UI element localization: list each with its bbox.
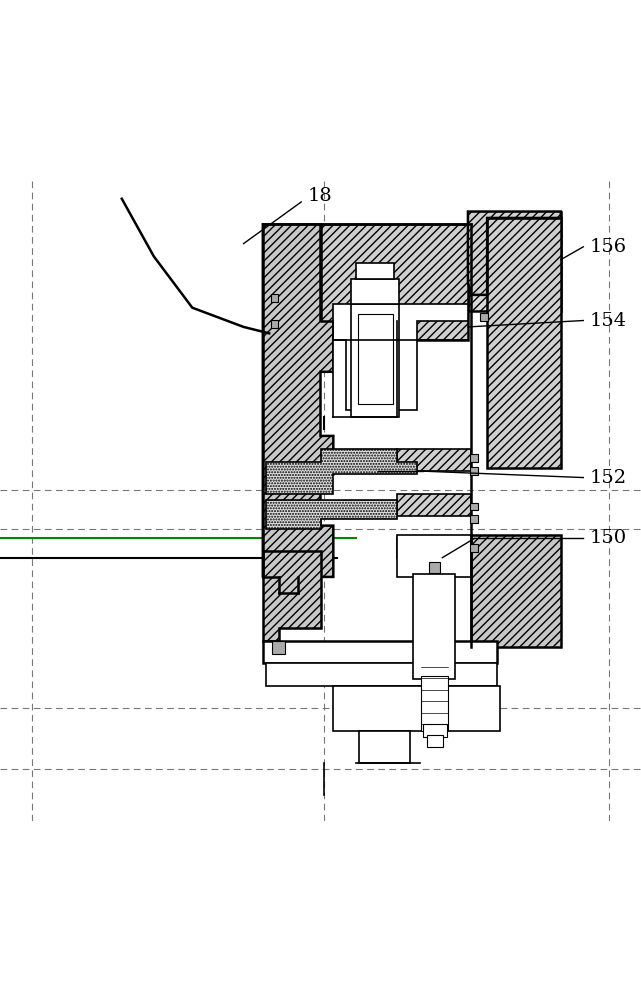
Bar [480,313,488,321]
Bar [271,294,278,302]
Bar [333,304,351,417]
Bar [427,735,443,747]
Bar [333,686,500,731]
Polygon shape [320,224,471,340]
Text: 150: 150 [590,529,627,547]
Bar [413,574,455,679]
Polygon shape [266,449,417,494]
Bar [470,515,478,523]
Polygon shape [263,224,359,593]
Polygon shape [266,500,397,529]
Polygon shape [468,212,561,295]
Bar [429,562,440,573]
Bar [423,724,447,737]
Polygon shape [333,304,468,410]
Bar [421,676,448,731]
Text: 152: 152 [590,469,627,487]
Bar [397,535,471,577]
Bar [266,663,497,686]
Bar [263,641,497,663]
Bar [271,320,278,328]
Bar [487,218,561,468]
Polygon shape [263,551,320,641]
Text: 18: 18 [308,187,333,205]
Bar [397,449,471,471]
Bar [272,641,285,654]
Text: 154: 154 [590,312,627,330]
Bar [470,454,478,462]
Bar [468,212,561,311]
Bar [399,304,415,417]
Bar [356,263,394,279]
Bar [359,731,410,763]
Bar [397,494,471,516]
Bar [470,544,478,552]
Bar [351,279,399,304]
Bar [351,304,399,417]
Bar [470,503,478,510]
Text: 156: 156 [590,238,627,256]
Bar [470,467,478,475]
Bar [471,535,561,647]
Bar [397,538,471,558]
Bar [358,314,393,404]
